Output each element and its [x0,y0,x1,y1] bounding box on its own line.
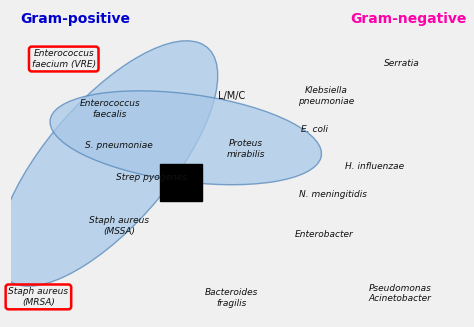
Text: Klebsiella
pneumoniae: Klebsiella pneumoniae [298,86,354,106]
Text: Proteus
mirabilis: Proteus mirabilis [227,139,265,159]
Text: H. influenzae: H. influenzae [345,162,404,171]
Text: S. pneumoniae: S. pneumoniae [85,141,153,150]
Bar [160,164,202,201]
Text: N. meningitidis: N. meningitidis [299,190,367,198]
Text: Strep pyogenes: Strep pyogenes [116,173,187,182]
Text: Enterobacter: Enterobacter [294,230,353,239]
Text: Gram-positive: Gram-positive [20,12,130,26]
Ellipse shape [0,41,218,286]
Text: Pseudomonas
Acinetobacter: Pseudomonas Acinetobacter [368,284,431,303]
Text: Serratia: Serratia [384,60,420,68]
Text: E. coli: E. coli [301,125,328,134]
Text: Staph aureus
(MRSA): Staph aureus (MRSA) [9,287,68,307]
Text: Bacteroides
fragilis: Bacteroides fragilis [205,288,258,308]
Text: Staph aureus
(MSSA): Staph aureus (MSSA) [89,216,149,236]
Text: Enterococcus
faecium (VRE): Enterococcus faecium (VRE) [32,49,96,69]
Ellipse shape [50,91,321,185]
Text: Enterococcus
faecalis: Enterococcus faecalis [80,99,140,119]
Text: Gram-negative: Gram-negative [350,12,466,26]
Text: L/M/C: L/M/C [218,91,246,101]
